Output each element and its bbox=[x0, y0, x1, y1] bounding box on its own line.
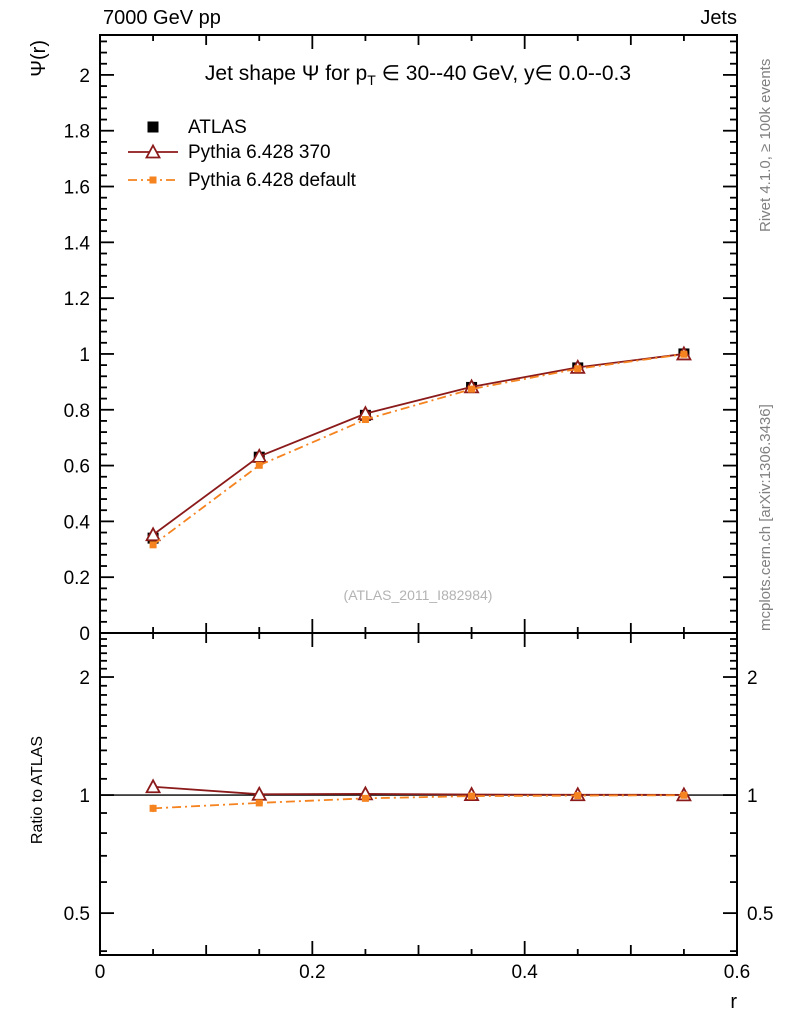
series-atlas bbox=[147, 348, 690, 544]
marker-square bbox=[574, 792, 582, 800]
beam-energy-label: 7000 GeV pp bbox=[103, 7, 221, 29]
marker-square bbox=[361, 416, 369, 424]
marker-square bbox=[468, 385, 476, 393]
y-main-tick-label: 0.4 bbox=[64, 512, 91, 533]
y-main-tick-label: 1 bbox=[79, 345, 90, 366]
y-main-tick-label: 0.2 bbox=[64, 568, 90, 589]
y-axis-title-main: Ψ(r) bbox=[28, 40, 50, 77]
series-line-main bbox=[152, 353, 685, 536]
series-line-ratio bbox=[153, 794, 684, 810]
marker-triangle-open bbox=[145, 778, 162, 794]
marker-square bbox=[149, 541, 157, 549]
x-tick-label: 0.2 bbox=[299, 962, 325, 983]
legend-marker-layer bbox=[128, 121, 178, 184]
y-main-tick-label: 0 bbox=[79, 624, 90, 645]
y-main-tick-label: 1.8 bbox=[64, 122, 90, 143]
title-subscript: T bbox=[367, 72, 376, 88]
marker-square bbox=[255, 461, 263, 469]
y-main-tick-label: 0.6 bbox=[64, 457, 90, 478]
series-pythia-6-428-370 bbox=[145, 345, 692, 802]
y-main-tick-label: 1.4 bbox=[64, 233, 91, 254]
title-post: ∈ 30--40 GeV, y∈ 0.0--0.3 bbox=[376, 62, 631, 85]
series-pythia-6-428-default bbox=[149, 350, 688, 813]
y-main-tick-label: 1.2 bbox=[64, 289, 90, 310]
marker-square bbox=[680, 791, 688, 799]
y-main-tick-label: 0.8 bbox=[64, 401, 90, 422]
y-ratio-tick-label-right: 2 bbox=[747, 668, 758, 689]
marker-square bbox=[149, 804, 157, 812]
data-series-layer bbox=[145, 345, 692, 813]
marker-square bbox=[680, 350, 688, 358]
series-line-main bbox=[152, 353, 685, 546]
legend-label-pythia-default: Pythia 6.428 default bbox=[188, 170, 357, 191]
marker-square bbox=[255, 799, 263, 807]
y-main-tick-label: 2 bbox=[79, 66, 90, 87]
marker-square bbox=[468, 792, 476, 800]
y-ratio-tick-label-left: 1 bbox=[79, 786, 90, 807]
axes-layer: 0 0.2 0.4 0.6 0 0.2 0.4 0.6 0.8 1 1.2 1.4 1.6 1.8 2 0.5… bbox=[64, 34, 773, 983]
title-pre: Jet shape Ψ for p bbox=[205, 62, 367, 85]
y-axis-title-ratio: Ratio to ATLAS bbox=[29, 736, 46, 844]
x-tick-label: 0.6 bbox=[724, 962, 750, 983]
x-tick-label: 0.4 bbox=[511, 962, 538, 983]
main-plot-title: Jet shape Ψ for pT ∈ 30--40 GeV, y∈ 0.0-… bbox=[205, 62, 631, 88]
marker-square bbox=[147, 121, 159, 133]
process-label: Jets bbox=[700, 7, 737, 29]
series-line-ratio bbox=[153, 785, 684, 796]
y-ratio-tick-label-right: 1 bbox=[747, 786, 758, 807]
mcplots-citation-note: mcplots.cern.ch [arXiv:1306.3436] bbox=[757, 404, 774, 631]
y-main-tick-label: 1.6 bbox=[64, 178, 90, 199]
legend-label-pythia-370: Pythia 6.428 370 bbox=[188, 142, 331, 163]
y-ratio-tick-label-left: 0.5 bbox=[64, 904, 90, 925]
y-ratio-tick-label-right: 0.5 bbox=[747, 904, 773, 925]
y-ratio-tick-label-left: 2 bbox=[79, 668, 90, 689]
marker-triangle-open bbox=[144, 143, 162, 159]
legend-label-atlas: ATLAS bbox=[188, 117, 247, 138]
x-axis-title: r bbox=[730, 991, 737, 1013]
analysis-id-watermark: (ATLAS_2011_I882984) bbox=[344, 587, 493, 603]
x-tick-label: 0 bbox=[95, 962, 106, 983]
rivet-version-note: Rivet 4.1.0, ≥ 100k events bbox=[757, 59, 774, 232]
marker-square bbox=[361, 794, 369, 802]
marker-triangle-open bbox=[145, 526, 162, 542]
marker-square bbox=[149, 176, 157, 184]
marker-square bbox=[574, 365, 582, 373]
ratio-panel-frame bbox=[99, 632, 738, 956]
